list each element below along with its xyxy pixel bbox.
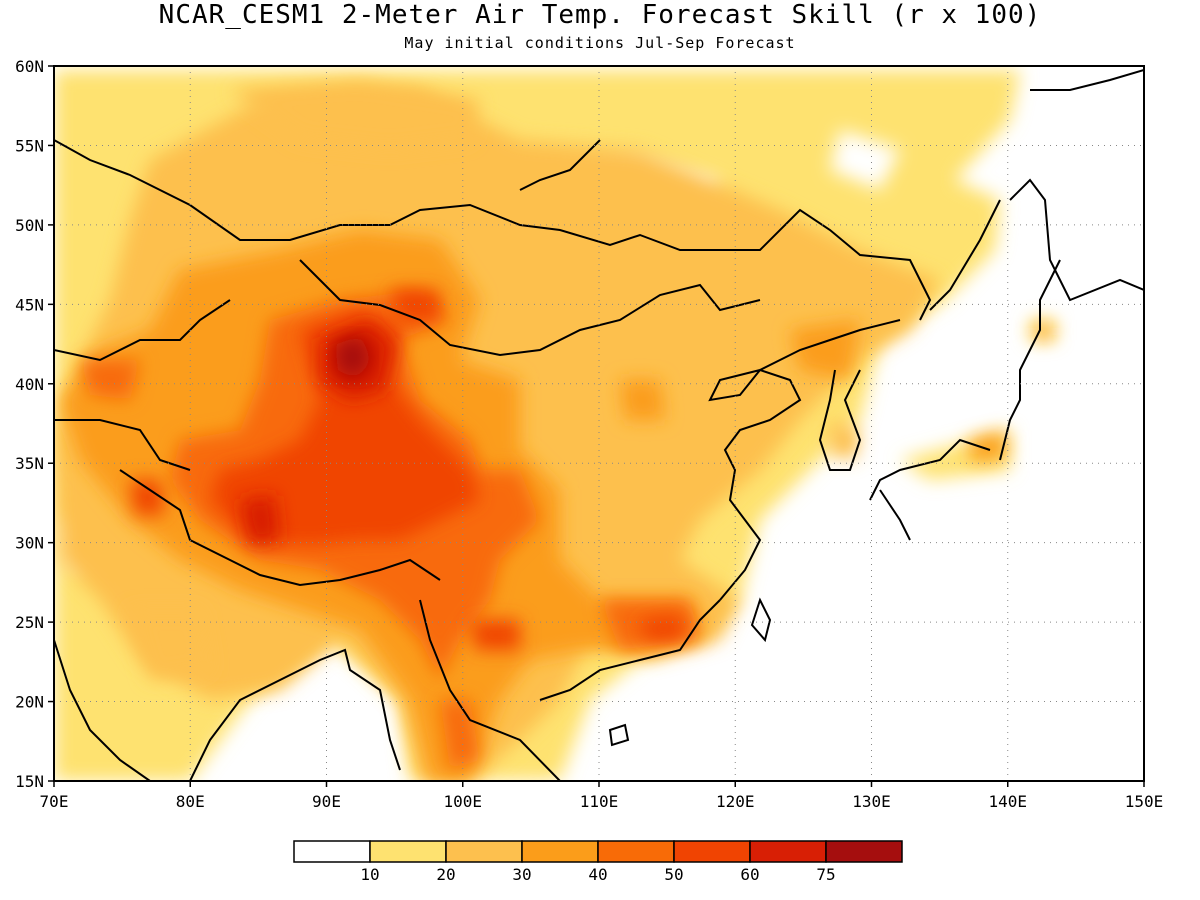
colorbar-swatch: [293, 840, 371, 863]
colorbar-label: 60: [740, 865, 759, 884]
colorbar-swatch: [445, 840, 523, 863]
lon-tick-label: 150E: [1125, 792, 1164, 811]
lat-tick-label: 35N: [15, 454, 44, 473]
colorbar-label: 20: [436, 865, 455, 884]
colorbar-swatch: [825, 840, 903, 863]
lon-tick-label: 110E: [580, 792, 619, 811]
japan-coast: [869, 259, 1061, 541]
lat-tick-label: 25N: [15, 613, 44, 632]
northern-border: [54, 139, 932, 321]
lat-tick-label: 15N: [15, 772, 44, 791]
lat-tick-label: 40N: [15, 375, 44, 394]
lat-tick-label: 30N: [15, 534, 44, 553]
lat-tick-label: 55N: [15, 136, 44, 155]
lon-tick-label: 100E: [443, 792, 482, 811]
mongolia-border: [299, 259, 761, 357]
hainan-coast: [608, 723, 630, 747]
lat-tick-label: 20N: [15, 693, 44, 712]
west-borders: [54, 299, 441, 587]
skill-shading: [54, 70, 1055, 781]
lat-tick-label: 50N: [15, 216, 44, 235]
colorbar-swatch: [597, 840, 675, 863]
lat-tick-label: 45N: [15, 295, 44, 314]
colorbar-label: 30: [512, 865, 531, 884]
colorbar-swatch: [369, 840, 447, 863]
skill-region-30-40: [620, 320, 1052, 462]
colorbar-label: 40: [588, 865, 607, 884]
colorbar-label: 10: [360, 865, 379, 884]
colorbar-label: 75: [816, 865, 835, 884]
colorbar-swatch: [673, 840, 751, 863]
map-subtitle: May initial conditions Jul-Sep Forecast: [404, 34, 796, 52]
lon-tick-label: 130E: [852, 792, 891, 811]
indochina-coast: [419, 599, 721, 781]
lake-baikal: [519, 139, 601, 191]
coastlines: [54, 69, 1144, 781]
latitude-labels: 15N 20N 25N 30N 35N 40N 45N 50N 55N 60N: [15, 57, 54, 791]
skill-region-50-60: [210, 310, 480, 545]
lat-tick-label: 60N: [15, 57, 44, 76]
lon-tick-label: 140E: [988, 792, 1027, 811]
colorbar: 10 20 30 40 50 60 75: [293, 840, 903, 884]
china-east-coast: [708, 319, 901, 601]
taiwan-coast: [750, 597, 772, 643]
colorbar-swatch: [749, 840, 827, 863]
lon-tick-label: 120E: [716, 792, 755, 811]
skill-region-75-plus: [335, 335, 372, 380]
colorbar-swatch: [521, 840, 599, 863]
south-asia-coast: [54, 639, 401, 781]
colorbar-label: 50: [664, 865, 683, 884]
russia-far-east: [929, 69, 1144, 311]
korea-coast: [818, 369, 862, 471]
lon-tick-label: 80E: [176, 792, 205, 811]
lon-tick-label: 70E: [40, 792, 69, 811]
lon-tick-label: 90E: [312, 792, 341, 811]
map-title: NCAR_CESM1 2-Meter Air Temp. Forecast Sk…: [158, 0, 1042, 30]
longitude-labels: 70E 80E 90E 100E 110E 120E 130E 140E 150E: [40, 781, 1164, 811]
